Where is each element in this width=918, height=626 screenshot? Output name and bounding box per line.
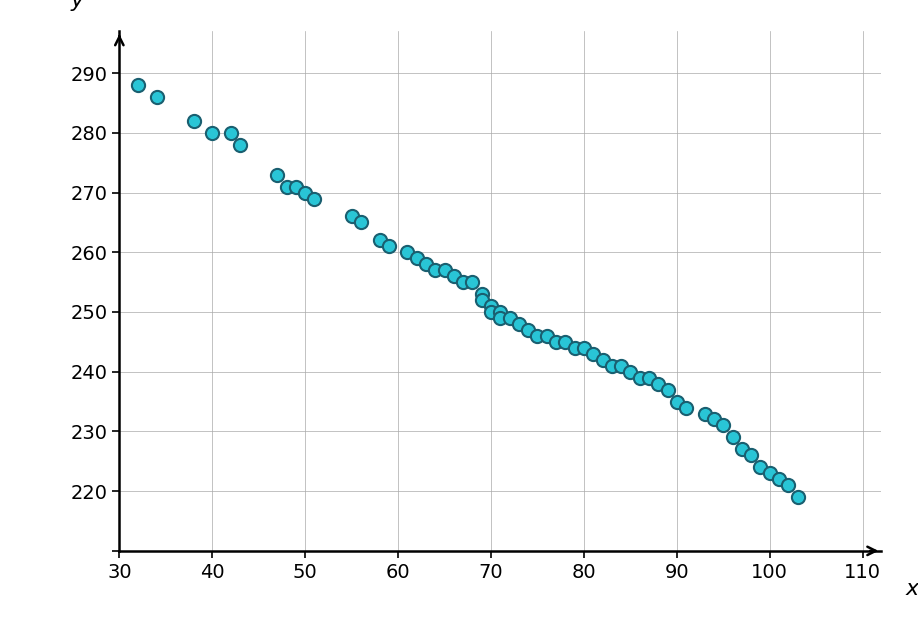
Point (149, 92, 163, 102)
Point (753, 462, 767, 472)
Point (186, 116, 201, 126)
Point (595, 355, 610, 365)
Point (428, 265, 442, 275)
Point (781, 480, 796, 490)
Point (549, 337, 564, 347)
Point (772, 475, 787, 485)
Point (567, 343, 582, 353)
Point (288, 182, 303, 192)
Point (725, 433, 740, 443)
Point (614, 361, 629, 371)
Point (437, 265, 452, 275)
Point (484, 307, 498, 317)
Point (604, 361, 619, 371)
Point (456, 277, 471, 287)
Point (475, 295, 489, 305)
Point (372, 235, 386, 245)
Point (530, 331, 544, 341)
Point (586, 349, 600, 359)
Point (558, 337, 573, 347)
Point (382, 241, 397, 251)
Point (493, 313, 508, 323)
Point (698, 409, 712, 419)
Point (707, 414, 722, 424)
Point (130, 80, 145, 90)
Point (511, 319, 526, 329)
Point (790, 492, 805, 502)
Point (540, 331, 554, 341)
Point (465, 277, 480, 287)
Point (270, 170, 285, 180)
Point (651, 379, 666, 389)
X-axis label: x: x (905, 580, 918, 600)
Point (409, 254, 424, 264)
Point (446, 271, 461, 281)
Point (233, 140, 248, 150)
Point (669, 396, 684, 406)
Y-axis label: y: y (71, 0, 84, 11)
Point (308, 193, 322, 203)
Point (344, 212, 359, 222)
Point (623, 367, 638, 377)
Point (205, 128, 219, 138)
Point (484, 301, 498, 311)
Point (475, 289, 489, 299)
Point (716, 421, 731, 431)
Point (297, 188, 312, 198)
Point (521, 325, 535, 335)
Point (400, 247, 415, 257)
Point (502, 313, 517, 323)
Point (279, 182, 294, 192)
Point (493, 307, 508, 317)
Point (353, 217, 368, 227)
Point (660, 384, 675, 394)
Point (223, 128, 238, 138)
Point (734, 444, 749, 454)
Point (744, 450, 758, 460)
Point (633, 372, 647, 382)
Point (642, 372, 656, 382)
Point (419, 259, 433, 269)
Point (763, 468, 778, 478)
Point (577, 343, 591, 353)
Point (678, 403, 693, 413)
